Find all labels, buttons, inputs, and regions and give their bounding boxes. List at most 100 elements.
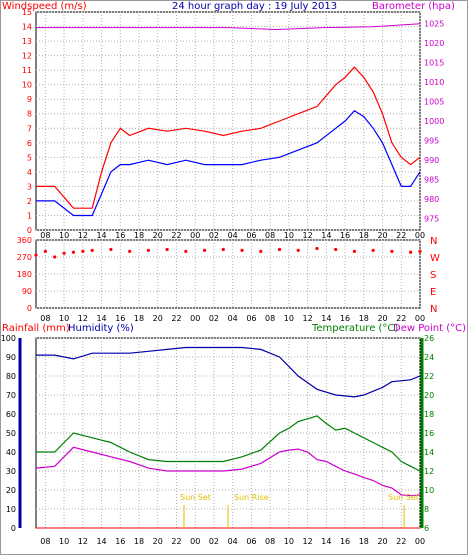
humidity-tick-label: 90 [6, 353, 16, 362]
data-marks [18, 23, 424, 529]
x-tick-label: 10 [59, 537, 69, 546]
windspeed-tick-label: 12 [22, 52, 32, 61]
compass-label: N [430, 236, 437, 247]
humidity-tick-label: 50 [6, 429, 16, 438]
direction-point [315, 246, 319, 251]
x-tick-label: 10 [59, 231, 69, 240]
windspeed-tick-label: 11 [22, 66, 32, 75]
humidity-axis-title: Humidity (%) [68, 323, 134, 334]
x-tick-label: 12 [78, 537, 88, 546]
x-tick-label: 18 [359, 231, 369, 240]
windspeed-tick-label: 2 [27, 197, 32, 206]
direction-point [71, 250, 76, 254]
windspeed-tick-label: 8 [27, 110, 32, 119]
direction-point [334, 247, 338, 252]
wind-average-line [36, 110, 421, 217]
temperature-tick-label: 16 [424, 429, 434, 438]
x-tick-label: 08 [40, 537, 50, 546]
x-tick-label: 18 [359, 314, 369, 323]
humidity-tick-label: 20 [6, 486, 16, 495]
barometer-tick-label: 1010 [424, 78, 444, 87]
direction-point [109, 247, 113, 252]
sun-set-label: Sun Set [180, 493, 211, 502]
rainfall-axis-title: Rainfall (mm) [2, 323, 70, 334]
direction-point [184, 249, 188, 253]
direction-point [53, 255, 57, 259]
direction-point [62, 251, 66, 255]
temperature-tick-label: 10 [424, 486, 434, 495]
x-tick-label: 10 [284, 314, 294, 323]
temperature-tick-label: 22 [424, 372, 434, 381]
x-tick-label: 00 [415, 314, 425, 323]
direction-point [390, 249, 394, 253]
x-tick-label: 22 [396, 537, 406, 546]
x-tick-label: 20 [377, 537, 387, 546]
wind-plot-frame [35, 11, 421, 231]
windspeed-tick-label: 4 [27, 168, 32, 177]
temperature-tick-label: 24 [424, 353, 434, 362]
direction-point [240, 248, 244, 252]
x-tick-label: 22 [171, 537, 181, 546]
x-tick-label: 14 [321, 537, 331, 546]
x-tick-label: 02 [209, 537, 219, 546]
barometer-tick-label: 995 [424, 136, 439, 145]
temperature-tick-label: 12 [424, 467, 434, 476]
direction-point [202, 248, 207, 252]
x-tick-label: 20 [377, 314, 387, 323]
barometer-tick-label: 1025 [424, 20, 444, 29]
direction-tick-label: 270 [17, 253, 32, 262]
direction-point [34, 253, 38, 257]
direction-tick-label: 360 [17, 236, 32, 245]
temperature-tick-label: 6 [424, 524, 429, 533]
x-tick-label: 18 [359, 537, 369, 546]
x-tick-label: 12 [303, 314, 313, 323]
x-tick-label: 12 [78, 314, 88, 323]
x-tick-label: 20 [377, 231, 387, 240]
x-tick-label: 16 [115, 537, 125, 546]
direction-point [259, 249, 263, 253]
x-tick-label: 16 [115, 314, 125, 323]
x-tick-label: 10 [59, 314, 69, 323]
x-tick-label: 14 [321, 231, 331, 240]
x-tick-label: 12 [303, 537, 313, 546]
x-tick-label: 08 [40, 314, 50, 323]
direction-point [409, 250, 413, 254]
barometer-tick-label: 1020 [424, 39, 444, 48]
windspeed-tick-label: 7 [27, 124, 32, 133]
temperature-line [36, 415, 421, 472]
windspeed-tick-label: 13 [22, 37, 32, 46]
x-tick-label: 04 [228, 231, 238, 240]
barometer-line [36, 23, 421, 31]
temperature-tick-label: 14 [424, 448, 434, 457]
humidity-tick-label: 80 [6, 372, 16, 381]
temperature-tick-label: 20 [424, 391, 434, 400]
temperature-tick-label: 18 [424, 410, 434, 419]
x-tick-label: 16 [340, 314, 350, 323]
compass-label: N [430, 304, 437, 315]
direction-point [81, 249, 85, 253]
x-tick-label: 12 [303, 231, 313, 240]
x-tick-label: 00 [415, 231, 425, 240]
direction-tick-label: 0 [27, 304, 32, 313]
barometer-tick-label: 975 [424, 214, 439, 223]
x-tick-label: 00 [190, 314, 200, 323]
x-tick-label: 22 [396, 314, 406, 323]
wind-gust-line [36, 66, 421, 209]
x-tick-label: 22 [396, 231, 406, 240]
windspeed-axis-title: Windspeed (m/s) [2, 1, 87, 12]
humidity-tick-label: 100 [1, 334, 16, 343]
temperature-tick-label: 8 [424, 505, 429, 514]
barometer-tick-label: 1015 [424, 59, 444, 68]
x-tick-label: 14 [96, 537, 106, 546]
x-tick-label: 06 [246, 537, 256, 546]
x-tick-label: 18 [134, 314, 144, 323]
windspeed-tick-label: 14 [22, 23, 32, 32]
compass-label: E [430, 287, 436, 298]
direction-point [90, 248, 94, 252]
windspeed-tick-label: 5 [27, 153, 32, 162]
x-tick-label: 16 [340, 537, 350, 546]
x-tick-label: 16 [340, 231, 350, 240]
direction-point [128, 249, 132, 253]
direction-point [43, 249, 47, 253]
